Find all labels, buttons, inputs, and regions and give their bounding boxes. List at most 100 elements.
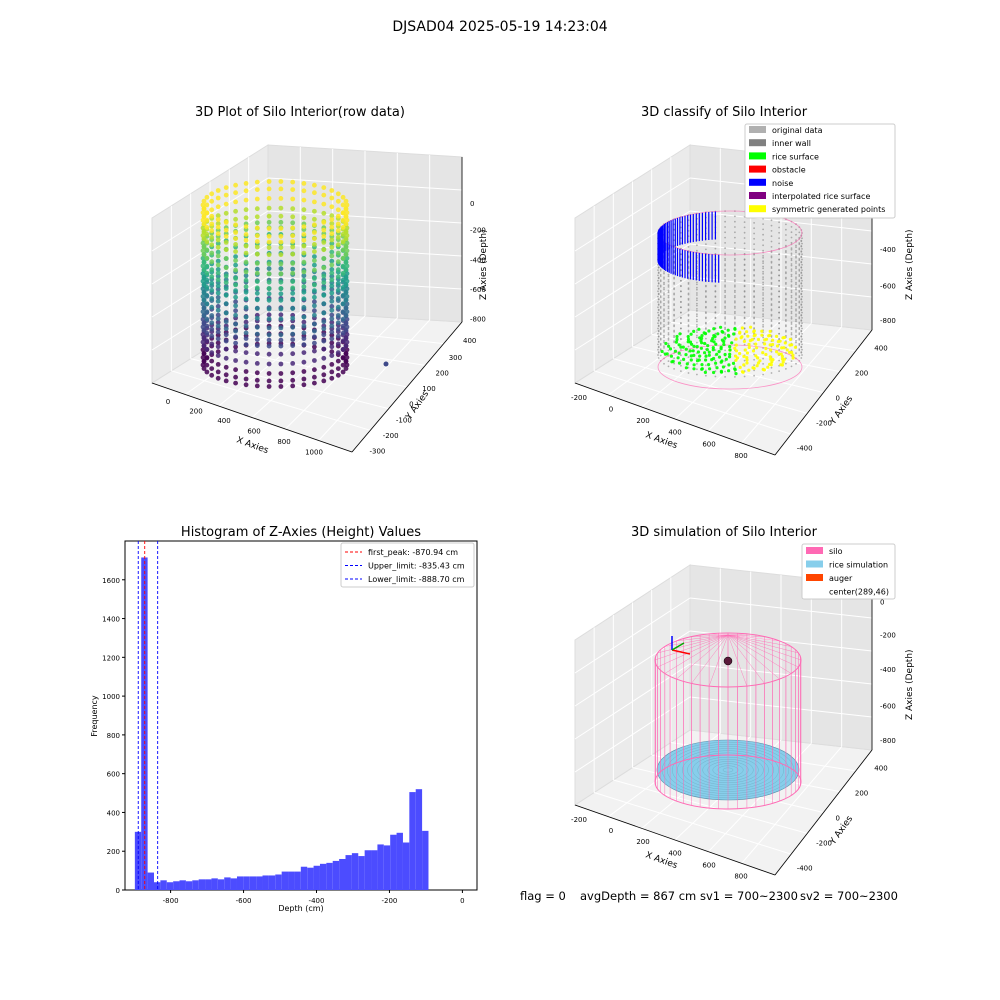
inner-wall-point <box>724 215 726 218</box>
data-point <box>243 369 249 374</box>
inner-wall-point <box>667 316 670 318</box>
inner-wall-point <box>785 292 787 295</box>
data-point <box>335 313 341 318</box>
data-point <box>201 343 207 349</box>
data-point <box>329 349 335 355</box>
data-point <box>344 294 350 299</box>
inner-wall-point <box>778 359 780 362</box>
inner-wall-point <box>705 296 707 298</box>
data-point <box>329 244 335 250</box>
inner-wall-point <box>795 288 797 291</box>
rice-surface-point <box>734 337 738 341</box>
rice-surface-point <box>703 370 708 374</box>
rice-surface-point <box>728 352 732 356</box>
inner-wall-point <box>785 303 787 305</box>
histogram-bar <box>256 876 263 890</box>
data-point <box>209 304 215 310</box>
inner-wall-point <box>778 242 780 245</box>
inner-wall-point <box>687 314 690 317</box>
rice-surface-point <box>741 370 745 374</box>
inner-wall-point <box>663 345 665 348</box>
inner-wall-point <box>795 276 797 279</box>
inner-wall-point <box>659 285 662 288</box>
data-point <box>321 201 327 207</box>
inner-wall-point <box>798 322 801 325</box>
x-tick-label: 400 <box>217 417 230 425</box>
y-tick-label: 800 <box>107 732 120 740</box>
data-point <box>321 265 327 271</box>
data-point <box>215 336 221 342</box>
inner-wall-point <box>724 328 726 331</box>
legend-label: center(289,46) <box>829 588 889 597</box>
rice-surface-point <box>747 342 751 346</box>
inner-wall-point <box>659 326 662 329</box>
rice-surface-point <box>715 352 719 356</box>
inner-wall-point <box>734 365 736 368</box>
inner-wall-point <box>663 309 665 312</box>
inner-wall-point <box>667 307 670 309</box>
data-point <box>204 301 210 307</box>
inner-wall-point <box>790 316 793 318</box>
inner-wall-point <box>795 281 797 284</box>
y-axis-line <box>774 749 873 876</box>
inner-wall-point <box>778 370 780 372</box>
data-point <box>278 316 284 322</box>
inner-wall-point <box>790 247 793 250</box>
legend-label: noise <box>772 179 793 188</box>
rice-surface-point <box>673 349 678 353</box>
inner-wall-point <box>724 300 726 303</box>
data-point <box>290 306 296 311</box>
rice-surface-point <box>692 353 696 357</box>
rice-surface-point <box>712 334 716 338</box>
inner-wall-point <box>778 349 780 351</box>
x-tick-label: 0 <box>460 897 464 905</box>
data-point <box>335 207 341 213</box>
histogram-bar <box>211 878 218 890</box>
inner-wall-point <box>800 314 803 316</box>
data-point <box>254 244 260 250</box>
data-point <box>223 326 229 332</box>
data-point <box>278 205 284 211</box>
data-point <box>344 362 350 368</box>
legend-label: silo <box>829 547 843 556</box>
data-point <box>233 249 239 255</box>
x-tick-label: 800 <box>734 452 747 460</box>
data-point <box>215 323 221 329</box>
data-point <box>290 297 296 303</box>
inner-wall-point <box>800 298 803 300</box>
inner-wall-point <box>801 290 803 293</box>
inner-wall-point <box>680 370 682 372</box>
inner-wall-point <box>762 315 764 318</box>
rice-surface-point <box>742 354 746 358</box>
z-tick-label: 0 <box>880 599 884 607</box>
data-point <box>344 210 350 216</box>
data-point <box>335 191 341 197</box>
inner-wall-point <box>770 336 773 338</box>
rice-surface-point <box>734 343 738 347</box>
inner-wall-point <box>663 281 665 284</box>
rice-surface-point <box>700 341 704 345</box>
data-point <box>329 213 335 219</box>
data-point <box>266 297 272 303</box>
data-point <box>204 338 210 344</box>
data-point <box>215 286 221 292</box>
inner-wall-point <box>657 276 660 279</box>
data-point <box>204 346 210 352</box>
inner-wall-point <box>734 263 736 265</box>
rice-surface-point <box>775 334 779 338</box>
inner-wall-point <box>785 330 787 333</box>
inner-wall-point <box>770 219 773 222</box>
inner-wall-point <box>790 305 793 308</box>
inner-wall-point <box>801 322 803 325</box>
inner-wall-point <box>753 301 755 304</box>
inner-wall-point <box>778 263 780 266</box>
inner-wall-point <box>801 311 803 314</box>
rice-surface-point <box>760 329 764 333</box>
roof-wire <box>709 633 729 636</box>
data-point <box>340 323 346 329</box>
rice-surface-point <box>740 335 744 339</box>
inner-wall-point <box>657 287 660 290</box>
y-tick-label: 1400 <box>102 616 120 624</box>
rice-surface-point <box>775 344 780 348</box>
inner-wall-point <box>778 285 780 287</box>
